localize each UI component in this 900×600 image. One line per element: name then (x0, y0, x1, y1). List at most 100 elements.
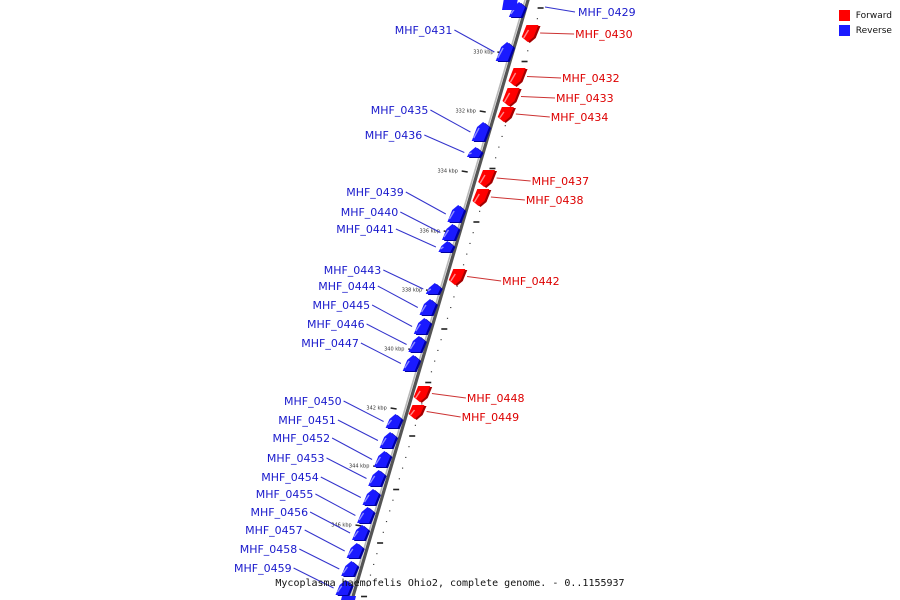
gene-highlight (479, 174, 486, 184)
gene-MHF_0437[interactable] (478, 170, 497, 188)
tick-label: 338 kbp (402, 288, 422, 294)
leader-line (320, 476, 362, 498)
leader-line (496, 177, 531, 182)
gene-highlight (473, 193, 480, 203)
gene-partial-top (502, 0, 518, 10)
gene-arrow (438, 241, 454, 252)
gene-arrow (442, 224, 459, 240)
leader-line (360, 342, 402, 364)
tick-major (390, 407, 397, 410)
genome-caption: Mycoplasma haemofelis Ohio2, complete ge… (275, 578, 625, 589)
gene-partial-bottom (341, 596, 356, 600)
gene-highlight (497, 47, 504, 59)
gene-label-MHF_0454: MHF_0454 (261, 471, 319, 484)
gene-label-MHF_0431: MHF_0431 (395, 24, 453, 37)
gene-MHF_0430[interactable] (521, 25, 541, 43)
gene-label-MHF_0455: MHF_0455 (256, 488, 314, 501)
gene-MHF_0450[interactable] (385, 414, 404, 429)
gene-highlight (468, 152, 472, 155)
gene-arrow (447, 205, 465, 222)
gene-MHF_0439[interactable] (447, 205, 467, 223)
gene-MHF_0452[interactable] (373, 451, 393, 468)
forward-swatch (838, 10, 850, 21)
gene-MHF_0438[interactable] (472, 189, 492, 207)
gene-label-MHF_0453: MHF_0453 (267, 452, 325, 465)
gene-highlight (375, 456, 381, 465)
gene-highlight (387, 419, 393, 426)
gene-label-MHF_0443: MHF_0443 (324, 264, 382, 277)
gene-arrow (466, 147, 482, 157)
gene-MHF_0445[interactable] (413, 318, 433, 335)
gene-MHF_0455[interactable] (357, 507, 376, 524)
gene-MHF_0434[interactable] (497, 107, 516, 123)
leader-line (426, 411, 461, 418)
gene-highlight (499, 111, 505, 119)
tick-major (461, 170, 468, 173)
gene-MHF_0454[interactable] (362, 489, 382, 506)
gene-label-MHF_0456: MHF_0456 (251, 506, 309, 519)
gene-MHF_0459[interactable] (335, 580, 354, 596)
gene-highlight (523, 29, 530, 39)
gene-label-MHF_0432: MHF_0432 (562, 72, 620, 85)
gene-MHF_0435[interactable] (471, 122, 492, 142)
gene-arrow (341, 561, 358, 576)
gene-MHF_0431[interactable] (495, 42, 516, 62)
leader-line (293, 567, 334, 589)
legend-label-forward: Forward (855, 10, 892, 21)
gene-MHF_0451[interactable] (379, 432, 399, 449)
gene-arrow (373, 451, 391, 467)
gene-arrow (341, 596, 356, 600)
gene-MHF_0436[interactable] (466, 147, 484, 158)
gene-MHF_0441[interactable] (438, 241, 456, 253)
gene-MHF_0446[interactable] (408, 336, 427, 353)
gene-label-MHF_0448: MHF_0448 (467, 392, 525, 405)
leader-line (405, 191, 447, 215)
gene-MHF_0449[interactable] (408, 405, 427, 420)
gene-arrow (408, 336, 425, 352)
gene-highlight (381, 437, 387, 446)
leader-line (331, 437, 373, 460)
legend-label-reverse: Reverse (855, 25, 892, 36)
gene-label-MHF_0433: MHF_0433 (556, 92, 614, 105)
tick-label: 342 kbp (366, 406, 386, 412)
gene-MHF_0440[interactable] (442, 224, 461, 241)
gene-arrow (502, 88, 520, 106)
gene-highlight (353, 530, 359, 538)
gene-arrow (362, 489, 379, 505)
gene-label-MHF_0452: MHF_0452 (273, 432, 331, 445)
backbone-line (348, 0, 526, 600)
gene-label-MHF_0440: MHF_0440 (341, 206, 399, 219)
gene-arrow (472, 189, 490, 206)
gene-label-MHF_0437: MHF_0437 (532, 175, 590, 188)
gene-highlight (404, 360, 410, 369)
gene-arrow (471, 122, 490, 141)
leader-line (299, 548, 340, 570)
gene-MHF_0432[interactable] (508, 68, 528, 87)
gene-MHF_0447[interactable] (402, 355, 422, 372)
gene-MHF_0443[interactable] (425, 283, 443, 295)
leader-line (343, 400, 384, 422)
leader-line (431, 393, 466, 399)
leader-line (366, 323, 407, 345)
gene-arrow (352, 525, 369, 540)
leader-line (315, 493, 356, 516)
gene-MHF_0444[interactable] (419, 299, 439, 316)
gene-MHF_0442[interactable] (448, 269, 468, 286)
tick-label: 336 kbp (420, 229, 440, 235)
gene-label-MHF_0451: MHF_0451 (278, 414, 336, 427)
gene-MHF_0453[interactable] (368, 470, 387, 487)
gene-label-MHF_0435: MHF_0435 (371, 104, 429, 117)
gene-MHF_0429[interactable] (508, 2, 528, 18)
gene-label-MHF_0447: MHF_0447 (301, 337, 359, 350)
gene-MHF_0458[interactable] (341, 561, 360, 577)
gene-label-MHF_0450: MHF_0450 (284, 395, 342, 408)
gene-MHF_0448[interactable] (413, 386, 433, 403)
gene-MHF_0433[interactable] (502, 88, 522, 107)
tick-label: 330 kbp (473, 50, 493, 56)
leader-line (424, 134, 465, 153)
gene-MHF_0456[interactable] (352, 525, 371, 541)
gene-MHF_0457[interactable] (346, 543, 365, 559)
gene-highlight (415, 323, 421, 332)
gene-label-MHF_0436: MHF_0436 (365, 129, 423, 142)
